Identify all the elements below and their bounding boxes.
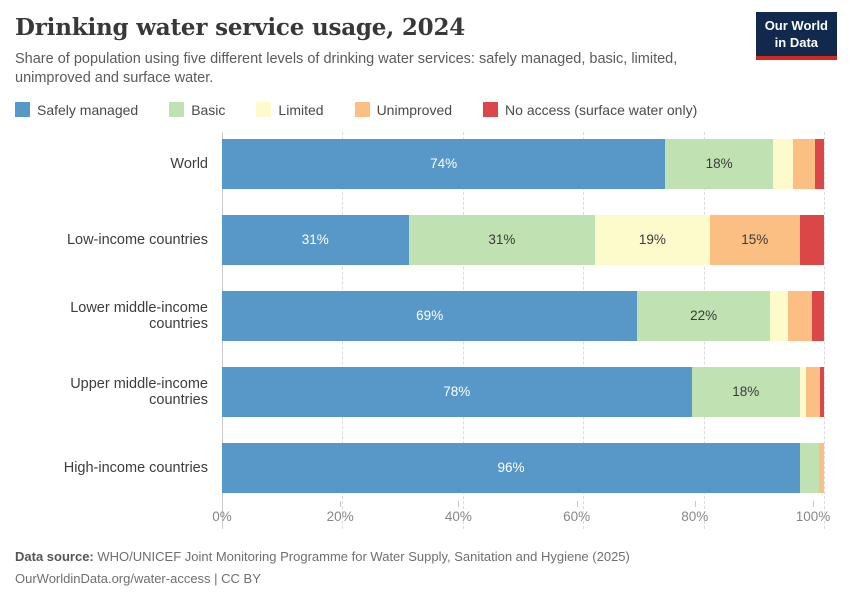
chart-row: Low-income countries 31% 31% 19% 15% <box>15 214 824 265</box>
bar-segment <box>819 442 824 493</box>
bar-segment <box>769 290 788 341</box>
x-axis: 0% 20% 40% 60% 80% 100% <box>212 500 830 529</box>
bar-segment: 31% <box>408 214 596 265</box>
bar-segment: 74% <box>222 138 666 189</box>
row-label: World <box>170 155 208 172</box>
legend-label: Basic <box>191 101 226 118</box>
axis-tick-icon <box>222 500 223 507</box>
segment-value-label: 31% <box>488 232 516 248</box>
axis-tick-label: 100% <box>795 508 831 524</box>
legend-item: Limited <box>256 101 324 118</box>
chart-area: World 74% 18% Low-income countries 31% 31% 19%… <box>15 131 835 529</box>
bar-segment: 69% <box>222 290 638 341</box>
row-label: High-income countries <box>63 459 208 476</box>
legend-label: No access (surface water only) <box>505 101 698 118</box>
bar-segment: 18% <box>691 366 800 417</box>
bar-segment: 18% <box>665 138 774 189</box>
bar-segment: 19% <box>595 214 710 265</box>
segment-value-label: 18% <box>732 384 760 400</box>
axis-tick-icon <box>576 500 578 507</box>
segment-value-label: 15% <box>741 232 769 248</box>
segment-value-label: 22% <box>690 308 718 324</box>
legend-label: Unimproved <box>376 101 453 118</box>
stacked-bar: 78% 18% <box>222 366 824 417</box>
data-source-text: WHO/UNICEF Joint Monitoring Programme fo… <box>93 548 630 564</box>
owid-logo-line2: in Data <box>774 34 819 50</box>
legend-item: Basic <box>169 102 225 118</box>
bar-segment <box>819 366 824 417</box>
bar-segment: 31% <box>222 214 409 265</box>
bar-segment <box>799 442 820 493</box>
segment-value-label: 19% <box>638 232 666 248</box>
axis-tick-label: 20% <box>326 508 354 524</box>
legend-label: Safely managed <box>37 101 139 118</box>
legend-item: Unimproved <box>354 101 453 118</box>
axis-tick-icon <box>340 500 342 507</box>
legend-swatch-icon <box>169 102 185 118</box>
axis-tick-icon <box>694 500 696 507</box>
legend-swatch-icon <box>483 102 499 118</box>
axis-tick-icon <box>813 500 814 507</box>
page-title: Drinking water service usage, 2024 <box>15 14 466 41</box>
data-source-label: Data source: <box>15 548 94 564</box>
bar-segment: 22% <box>637 290 770 341</box>
bar-segment <box>811 290 824 341</box>
row-label: Lower middle-income countries <box>70 299 208 332</box>
row-label: Low-income countries <box>66 231 208 248</box>
legend-item: Safely managed <box>15 102 138 118</box>
legend-item: No access (surface water only) <box>483 102 697 118</box>
axis-tick-label: 40% <box>444 508 472 524</box>
bar-segment <box>814 138 824 189</box>
legend-swatch-icon <box>15 102 30 118</box>
bar-segment: 78% <box>222 366 692 417</box>
owid-url-link[interactable]: OurWorldinData.org/water-access <box>15 571 211 587</box>
axis-tick-icon <box>458 500 460 507</box>
row-label: Upper middle-income countries <box>70 375 208 408</box>
segment-value-label: 31% <box>301 232 329 248</box>
axis-tick-label: 60% <box>563 508 591 524</box>
legend-label: Limited <box>278 101 324 118</box>
chart-row: High-income countries 96% <box>15 442 824 493</box>
stacked-bar: 31% 31% 19% 15% <box>222 214 824 265</box>
stacked-bar: 69% 22% <box>222 290 824 341</box>
bar-segment <box>805 366 820 417</box>
stacked-bar: 96% <box>222 442 824 493</box>
owid-logo[interactable]: Our World in Data <box>755 12 837 60</box>
chart-row: Upper middle-income countries 78% 18% <box>15 366 824 417</box>
owid-logo-line1: Our World <box>764 18 828 33</box>
bar-segment <box>773 138 793 189</box>
gridline <box>824 131 825 529</box>
axis-tick-label: 80% <box>681 508 709 524</box>
attribution-line: OurWorldinData.org/water-access | CC BY <box>15 570 835 589</box>
segment-value-label: 18% <box>705 156 733 172</box>
chart-rows: World 74% 18% Low-income countries 31% 31% 19%… <box>15 132 824 501</box>
data-source-line: Data source: WHO/UNICEF Joint Monitoring… <box>15 548 835 567</box>
bar-segment <box>787 290 812 341</box>
stacked-bar: 74% 18% <box>222 138 824 189</box>
segment-value-label: 69% <box>416 308 444 324</box>
bar-segment: 15% <box>709 214 800 265</box>
bar-segment: 96% <box>222 442 800 493</box>
footer: Data source: WHO/UNICEF Joint Monitoring… <box>15 548 835 590</box>
chart-row: World 74% 18% <box>15 138 824 189</box>
axis-tick-label: 0% <box>212 508 232 524</box>
legend-swatch-icon <box>256 102 272 118</box>
bar-segment <box>799 214 824 265</box>
legend: Safely managed Basic Limited Unimproved No a… <box>15 102 835 118</box>
license-text: | CC BY <box>210 571 261 587</box>
chart-subtitle: Share of population using five different… <box>15 51 678 87</box>
bar-segment <box>792 138 815 189</box>
segment-value-label: 74% <box>430 156 458 172</box>
chart-row: Lower middle-income countries 69% 22% <box>15 290 824 341</box>
bar-segment <box>799 366 806 417</box>
segment-value-label: 96% <box>497 460 525 476</box>
segment-value-label: 78% <box>443 384 471 400</box>
legend-swatch-icon <box>354 102 370 118</box>
